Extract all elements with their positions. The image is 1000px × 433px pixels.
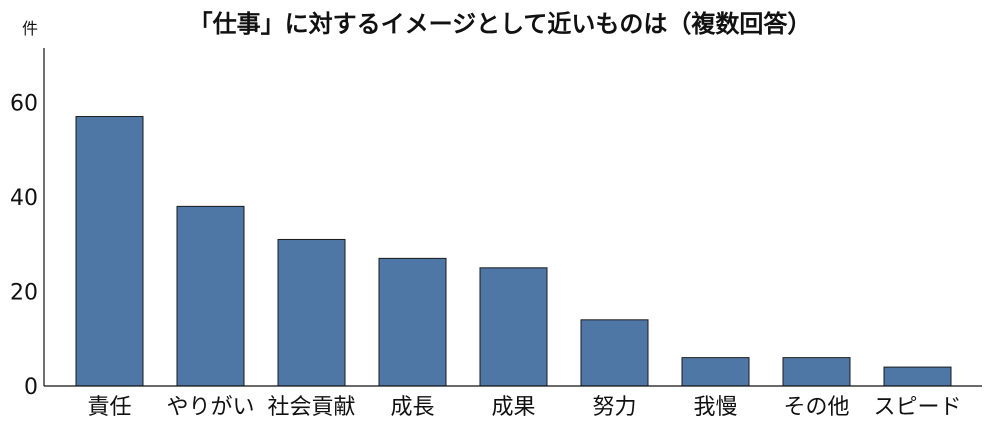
bar-0 [75, 116, 144, 387]
x-tick-label: 努力 [592, 395, 636, 420]
x-tick-label: 社会貢献 [267, 395, 355, 420]
x-tick-label: スピード [873, 395, 961, 420]
bar-8 [883, 366, 952, 387]
bar-5 [580, 319, 649, 387]
x-tick-label: 成果 [491, 395, 535, 420]
y-axis-label: 件 [22, 19, 38, 38]
x-tick-label: 我慢 [693, 395, 737, 420]
bar-7 [782, 357, 851, 387]
bar-2 [277, 238, 346, 387]
y-tick-label: 40 [10, 186, 38, 211]
y-tick-label: 20 [10, 280, 38, 305]
y-tick-label: 0 [24, 375, 38, 400]
y-tick-label: 60 [10, 91, 38, 116]
chart-title: 「仕事」に対するイメージとして近いものは（複数回答） [189, 10, 812, 38]
x-tick-label: 責任 [87, 395, 131, 420]
bar-4 [479, 267, 548, 387]
x-tick-label: やりがい [166, 395, 254, 420]
bar-3 [378, 257, 447, 387]
bar-6 [681, 357, 750, 387]
x-tick-label: 成長 [390, 395, 434, 420]
bar-1 [176, 205, 245, 387]
x-tick-label: その他 [783, 395, 849, 420]
